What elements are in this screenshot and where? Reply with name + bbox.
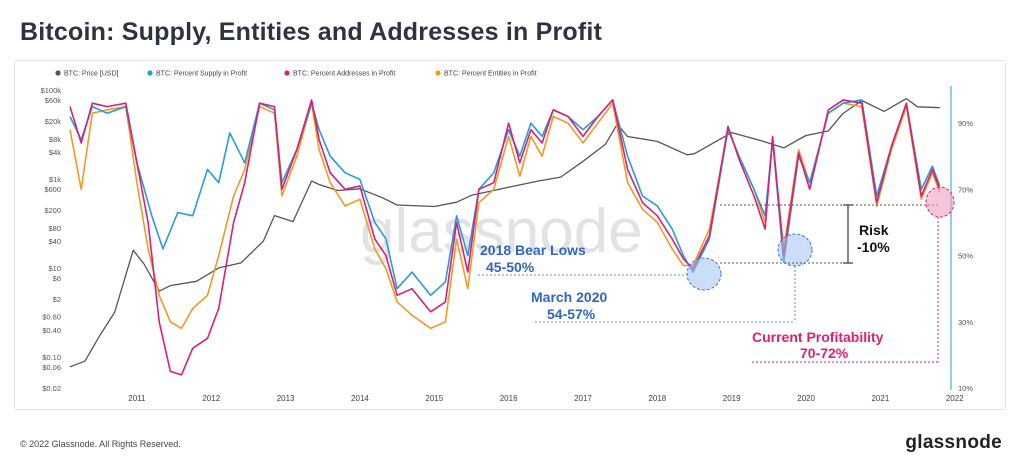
series-line-0 — [69, 97, 940, 368]
y-tick-left-14: $0.40 — [42, 326, 61, 335]
x-tick-2022: 2022 — [946, 394, 964, 403]
legend-label-3: BTC: Percent Entities in Profit — [444, 71, 537, 78]
y-tick-left-13: $0.80 — [42, 313, 61, 322]
page-title: Bitcoin: Supply, Entities and Addresses … — [20, 18, 603, 46]
x-tick-2015: 2015 — [425, 394, 443, 403]
y-tick-left-8: $80 — [48, 224, 61, 233]
chart-legend: BTC: Price [USD] BTC: Percent Supply in P… — [55, 70, 537, 78]
y-tick-left-16: $0.06 — [42, 363, 61, 372]
risk-label: Risk — [859, 222, 889, 238]
x-tick-2018: 2018 — [648, 394, 666, 403]
y-tick-right-1: 70% — [958, 185, 973, 194]
x-tick-2014: 2014 — [351, 394, 369, 403]
y-tick-left-17: $0.02 — [42, 384, 61, 393]
legend-label-0: BTC: Price [USD] — [64, 71, 119, 78]
bear-lows-label: 2018 Bear Lows — [480, 242, 586, 258]
chart-frame — [14, 60, 1006, 410]
brand-logo: glassnode — [905, 432, 1002, 453]
x-tick-2021: 2021 — [871, 394, 889, 403]
x-tick-2016: 2016 — [500, 394, 518, 403]
y-tick-left-11: $6 — [53, 274, 61, 283]
bear-lows-highlight — [686, 257, 722, 291]
y-tick-right-4: 10% — [958, 384, 973, 393]
x-axis: 2011 2012 2013 2014 2015 2016 2017 2018 2019 2020… — [128, 394, 964, 403]
y-tick-left-3: $8k — [49, 135, 61, 144]
y-tick-left-5: $1k — [49, 175, 61, 184]
y-axis-left: $100k$60k$20k$8k$4k$1k$600$200$80$40$10$… — [41, 86, 62, 393]
y-tick-left-6: $600 — [44, 185, 61, 194]
y-tick-left-4: $4k — [49, 148, 61, 157]
x-tick-2017: 2017 — [574, 394, 592, 403]
legend-swatch-1 — [147, 70, 153, 76]
risk-value: -10% — [857, 239, 890, 255]
x-tick-2012: 2012 — [202, 394, 220, 403]
x-tick-2020: 2020 — [797, 394, 815, 403]
y-tick-left-15: $0.10 — [42, 353, 61, 362]
current-highlight — [925, 186, 955, 218]
current-value: 70-72% — [800, 345, 849, 361]
y-tick-right-3: 30% — [958, 318, 973, 327]
x-tick-2019: 2019 — [723, 394, 741, 403]
legend-label-1: BTC: Percent Supply in Profit — [156, 71, 247, 78]
march-2020-label: March 2020 — [531, 289, 607, 305]
x-tick-2013: 2013 — [277, 394, 295, 403]
y-tick-right-2: 50% — [958, 252, 973, 261]
annotations: 2018 Bear Lows 45-50% March 2020 54-57% … — [478, 186, 955, 363]
y-axis-right: 90% 70% 50% 30% 10% — [958, 119, 973, 393]
y-tick-left-7: $200 — [44, 206, 61, 215]
y-tick-left-1: $60k — [45, 96, 62, 105]
march-2020-value: 54-57% — [547, 306, 596, 322]
copyright-text: © 2022 Glassnode. All Rights Reserved. — [20, 439, 181, 449]
legend-swatch-0 — [55, 70, 61, 76]
y-tick-left-2: $20k — [45, 117, 62, 126]
y-tick-left-12: $2 — [53, 295, 61, 304]
y-tick-left-9: $40 — [48, 237, 61, 246]
watermark: glassnode — [360, 197, 643, 266]
current-label: Current Profitability — [752, 329, 884, 345]
x-tick-2011: 2011 — [128, 394, 146, 403]
legend-label-2: BTC: Percent Addresses in Profit — [293, 71, 395, 78]
y-tick-left-0: $100k — [41, 86, 62, 95]
legend-swatch-2 — [284, 70, 290, 76]
y-tick-right-0: 90% — [958, 119, 973, 128]
legend-swatch-3 — [435, 70, 441, 76]
march-2020-highlight — [777, 233, 813, 267]
y-tick-left-10: $10 — [48, 264, 61, 273]
bear-lows-value: 45-50% — [486, 259, 535, 275]
